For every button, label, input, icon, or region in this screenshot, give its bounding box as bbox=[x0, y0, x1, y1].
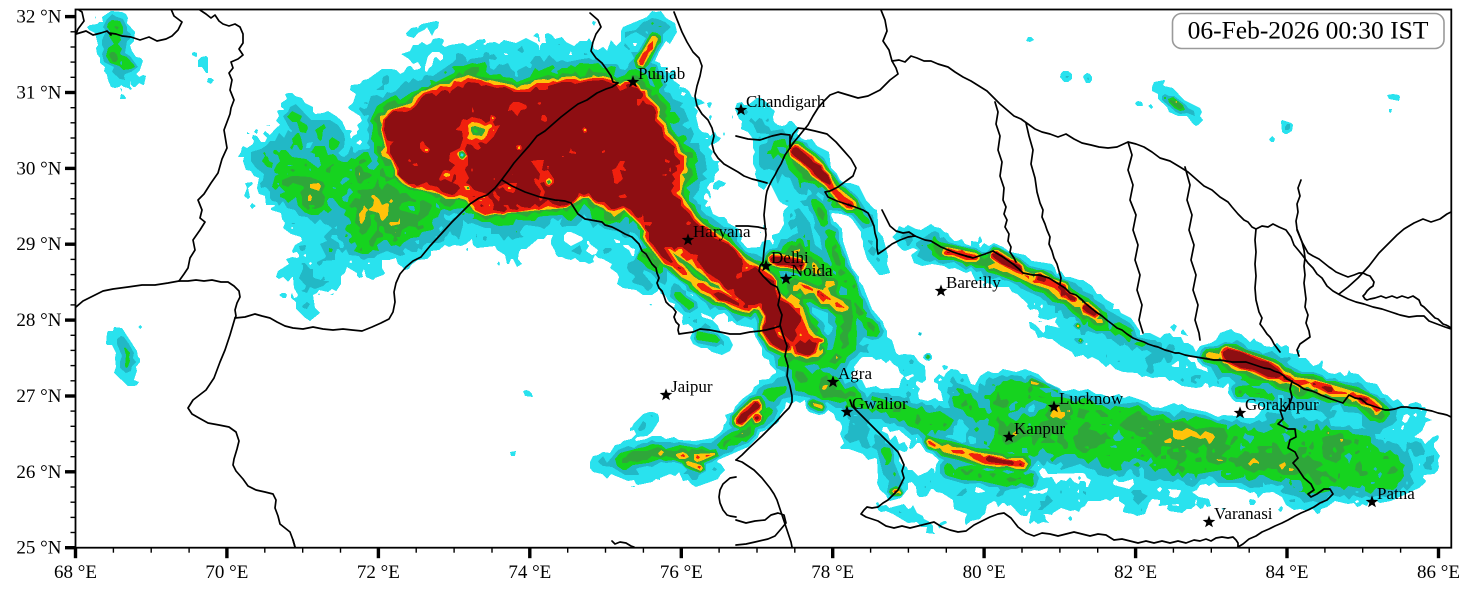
svg-text:80 °E: 80 °E bbox=[963, 562, 1006, 583]
svg-text:29 °N: 29 °N bbox=[16, 234, 61, 255]
svg-text:Bareilly: Bareilly bbox=[946, 273, 1001, 292]
svg-text:Haryana: Haryana bbox=[693, 222, 751, 241]
svg-text:Lucknow: Lucknow bbox=[1059, 389, 1124, 408]
svg-text:84 °E: 84 °E bbox=[1266, 562, 1309, 583]
svg-text:82 °E: 82 °E bbox=[1114, 562, 1157, 583]
svg-text:68 °E: 68 °E bbox=[54, 562, 97, 583]
svg-text:74 °E: 74 °E bbox=[508, 562, 551, 583]
svg-text:25 °N: 25 °N bbox=[16, 538, 61, 559]
svg-text:Noida: Noida bbox=[791, 261, 833, 280]
svg-text:28 °N: 28 °N bbox=[16, 310, 61, 331]
svg-text:Varanasi: Varanasi bbox=[1214, 504, 1273, 523]
svg-text:Gorakhpur: Gorakhpur bbox=[1245, 395, 1319, 414]
svg-text:Jaipur: Jaipur bbox=[671, 377, 713, 396]
svg-text:27 °N: 27 °N bbox=[16, 386, 61, 407]
svg-text:32 °N: 32 °N bbox=[16, 7, 61, 28]
svg-text:70 °E: 70 °E bbox=[205, 562, 248, 583]
svg-text:86 °E: 86 °E bbox=[1417, 562, 1460, 583]
svg-text:72 °E: 72 °E bbox=[357, 562, 400, 583]
svg-text:26 °N: 26 °N bbox=[16, 462, 61, 483]
svg-text:Gwalior: Gwalior bbox=[852, 394, 908, 413]
svg-text:06-Feb-2026 00:30 IST: 06-Feb-2026 00:30 IST bbox=[1188, 16, 1429, 45]
svg-text:30 °N: 30 °N bbox=[16, 158, 61, 179]
svg-text:Patna: Patna bbox=[1377, 484, 1415, 503]
svg-text:Delhi: Delhi bbox=[771, 248, 809, 267]
svg-text:76 °E: 76 °E bbox=[660, 562, 703, 583]
svg-text:78 °E: 78 °E bbox=[811, 562, 854, 583]
svg-text:Kanpur: Kanpur bbox=[1014, 419, 1065, 438]
svg-text:Punjab: Punjab bbox=[638, 64, 685, 83]
svg-text:31 °N: 31 °N bbox=[16, 83, 61, 104]
svg-text:Agra: Agra bbox=[838, 364, 872, 383]
svg-text:Chandigarh: Chandigarh bbox=[746, 92, 826, 111]
